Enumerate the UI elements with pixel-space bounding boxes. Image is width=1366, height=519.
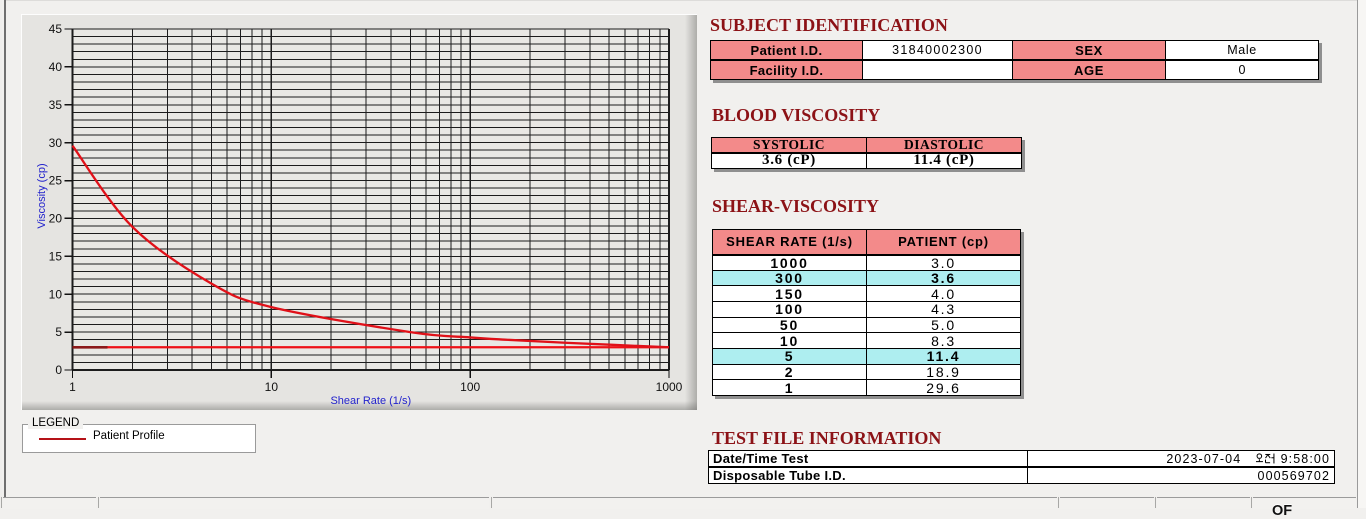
svg-text:10: 10 [265,380,279,394]
svg-text:25: 25 [49,174,63,188]
svg-text:10: 10 [49,287,63,301]
svg-text:100: 100 [460,380,480,394]
svg-text:45: 45 [49,22,63,36]
svg-text:40: 40 [49,60,63,74]
svg-text:Shear Rate (1/s): Shear Rate (1/s) [330,395,411,407]
svg-text:5: 5 [55,325,62,339]
svg-text:35: 35 [49,98,63,112]
svg-text:30: 30 [49,136,63,150]
svg-text:1: 1 [69,380,76,394]
svg-text:15: 15 [49,249,63,263]
svg-text:20: 20 [49,212,63,226]
svg-text:0: 0 [55,363,62,377]
svg-text:1000: 1000 [656,380,683,394]
svg-text:Viscosity (cp): Viscosity (cp) [36,163,48,228]
